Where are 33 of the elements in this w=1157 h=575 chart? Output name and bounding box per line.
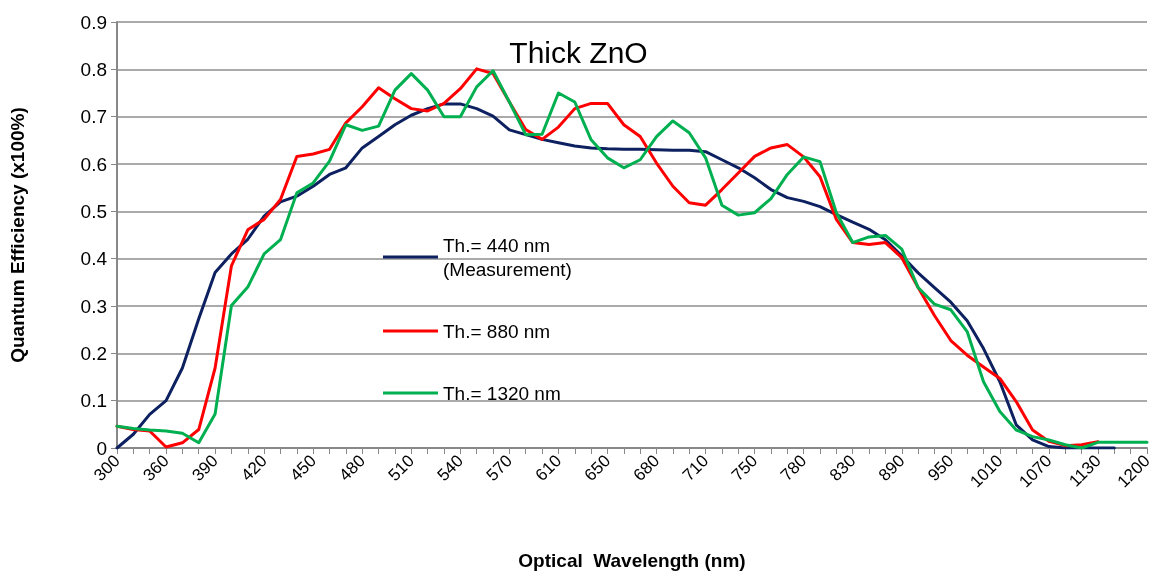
x-tick-label: 540 <box>433 451 468 485</box>
x-tick-label: 710 <box>678 451 713 485</box>
legend-label: Th.= 440 nm (Measurement) <box>443 234 572 280</box>
x-tick-label: 830 <box>825 451 860 485</box>
x-tick-label: 680 <box>629 451 664 485</box>
x-tick-label: 570 <box>482 451 517 485</box>
x-tick-label: 750 <box>727 451 762 485</box>
x-tick-label: 650 <box>580 451 615 485</box>
x-tick-label: 360 <box>139 451 173 485</box>
y-tick-label: 0.7 <box>80 106 107 128</box>
x-tick-label: 420 <box>237 451 271 485</box>
x-tick-label: 480 <box>335 451 369 485</box>
x-tick-label: 610 <box>531 451 566 485</box>
x-axis-title: Optical Wavelength (nm) <box>518 550 746 571</box>
x-tick-label: 950 <box>924 451 958 485</box>
y-tick-label: 0.2 <box>80 342 107 364</box>
y-tick-label: 0.6 <box>80 153 107 175</box>
x-tick-label: 890 <box>875 451 909 485</box>
x-tick-label: 510 <box>384 451 418 485</box>
y-tick-label: 0.5 <box>80 200 107 222</box>
legend-label: Th.= 1320 nm <box>443 382 561 404</box>
x-tick-label: 390 <box>188 451 222 485</box>
y-tick-label: 0.3 <box>80 295 107 317</box>
chart-title: Thick ZnO <box>509 35 648 69</box>
x-tick-label: 780 <box>776 451 811 485</box>
y-tick-label: 0.1 <box>80 390 107 412</box>
y-tick-label: 0.8 <box>80 58 107 80</box>
y-tick-label: 0.4 <box>80 248 108 270</box>
y-tick-label: 0.9 <box>80 11 107 33</box>
x-tick-label: 450 <box>286 451 320 485</box>
legend-label: Th.= 880 nm <box>443 320 551 342</box>
y-tick-label: 0 <box>96 437 107 459</box>
y-axis-title: Quantum Efficiency (x100%) <box>7 107 28 363</box>
